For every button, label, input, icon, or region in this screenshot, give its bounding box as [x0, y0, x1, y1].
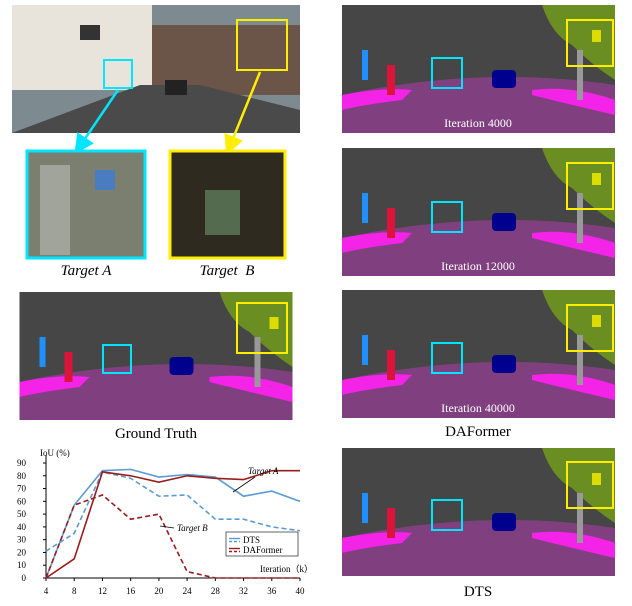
- crop-a: [27, 151, 145, 258]
- caption: DAFormer: [445, 424, 511, 440]
- y-tick-label: 90: [17, 458, 27, 468]
- x-tick-label: 20: [154, 586, 164, 596]
- annotation: Target B: [177, 523, 208, 533]
- x-axis-label: Iteration（k）: [260, 564, 313, 574]
- caption: DTS: [464, 584, 492, 600]
- x-tick-label: 16: [126, 586, 136, 596]
- line-chart: 0 10 20 30 40 50 60 70 80 90 4 8 12 16 20 24 28 32 36 40 Tar…: [17, 455, 305, 596]
- y-tick-label: 70: [17, 484, 27, 494]
- x-tick-label: 36: [267, 586, 277, 596]
- x-tick-label: 8: [72, 586, 77, 596]
- legend-label: DAFormer: [243, 545, 283, 555]
- y-tick-label: 40: [17, 522, 27, 532]
- legend-label: DTS: [243, 535, 260, 545]
- y-tick-label: 50: [17, 509, 27, 519]
- iteration-label: Iteration 4000: [444, 116, 512, 130]
- x-tick-label: 4: [44, 586, 49, 596]
- right-column: [342, 5, 615, 576]
- caption: Ground Truth: [115, 426, 198, 442]
- y-tick-label: 10: [17, 560, 27, 570]
- x-tick-label: 28: [211, 586, 221, 596]
- caption: Target B: [200, 263, 255, 279]
- annotation: Target A: [248, 466, 279, 476]
- crop-b: [170, 151, 285, 258]
- x-tick-label: 12: [98, 586, 107, 596]
- iteration-label: Iteration 40000: [441, 401, 515, 415]
- iteration-label: Iteration 12000: [441, 259, 515, 273]
- y-tick-label: 30: [17, 535, 27, 545]
- caption: Target A: [61, 263, 113, 279]
- segmentation-map: [20, 292, 293, 420]
- x-tick-label: 32: [239, 586, 248, 596]
- y-axis-label: IoU (%): [40, 448, 70, 458]
- annotation-line: [160, 526, 174, 528]
- y-tick-label: 0: [22, 573, 27, 583]
- y-tick-label: 60: [17, 496, 27, 506]
- street-photo: [12, 5, 300, 133]
- x-tick-label: 40: [296, 586, 306, 596]
- figure: Target A Target B Ground Truth Iteration…: [0, 0, 632, 601]
- y-tick-label: 20: [17, 547, 27, 557]
- y-tick-label: 80: [17, 471, 27, 481]
- x-tick-label: 24: [183, 586, 193, 596]
